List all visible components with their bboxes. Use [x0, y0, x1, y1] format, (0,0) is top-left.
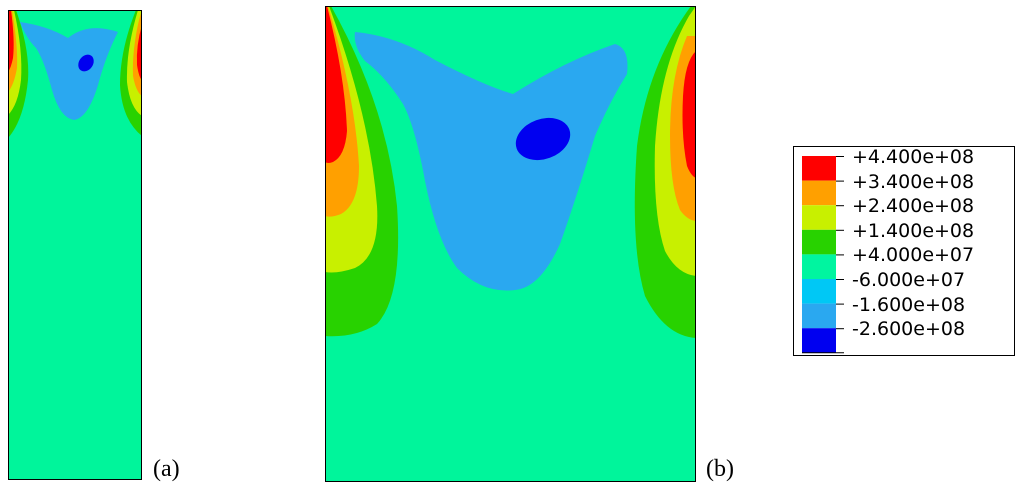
- legend-swatch: [802, 180, 836, 206]
- contour-plot-a: [8, 10, 142, 480]
- blue-region: [354, 32, 628, 291]
- legend-label: +2.400e+08: [852, 195, 975, 218]
- plot-frame: [325, 6, 696, 482]
- legend-label: +1.400e+08: [852, 219, 975, 242]
- legend-swatches: [802, 156, 844, 354]
- legend-label: +4.000e+07: [852, 244, 975, 267]
- legend-swatch: [802, 205, 836, 230]
- caption-b: (b): [706, 456, 734, 482]
- contour-plot-b-canvas: [325, 6, 696, 482]
- legend-label: +3.400e+08: [852, 170, 975, 193]
- caption-a: (a): [153, 456, 180, 482]
- legend-swatch: [802, 254, 836, 279]
- plot-frame: [8, 10, 142, 480]
- right-band-red: [682, 51, 696, 178]
- legend-swatch: [802, 328, 836, 353]
- right-band-red: [136, 25, 142, 80]
- legend-label: -1.600e+08: [852, 293, 966, 316]
- dark-blue-core: [78, 54, 94, 72]
- color-legend: +4.400e+08 +3.400e+08 +2.400e+08 +1.400e+08…: [793, 146, 1015, 356]
- left-band-red: [325, 6, 347, 163]
- legend-swatch: [802, 156, 836, 181]
- legend-swatch: [802, 229, 836, 255]
- blue-region: [20, 22, 118, 120]
- legend-label: -6.000e+07: [852, 269, 966, 291]
- legend-label: +4.400e+08: [852, 146, 975, 168]
- contour-plot-b: [325, 6, 696, 482]
- legend-label: -2.600e+08: [852, 318, 966, 341]
- dark-blue-core: [515, 117, 571, 161]
- left-band-red: [8, 10, 14, 72]
- legend-swatch: [802, 303, 836, 329]
- legend-swatch: [802, 279, 836, 304]
- contour-plot-a-canvas: [8, 10, 142, 480]
